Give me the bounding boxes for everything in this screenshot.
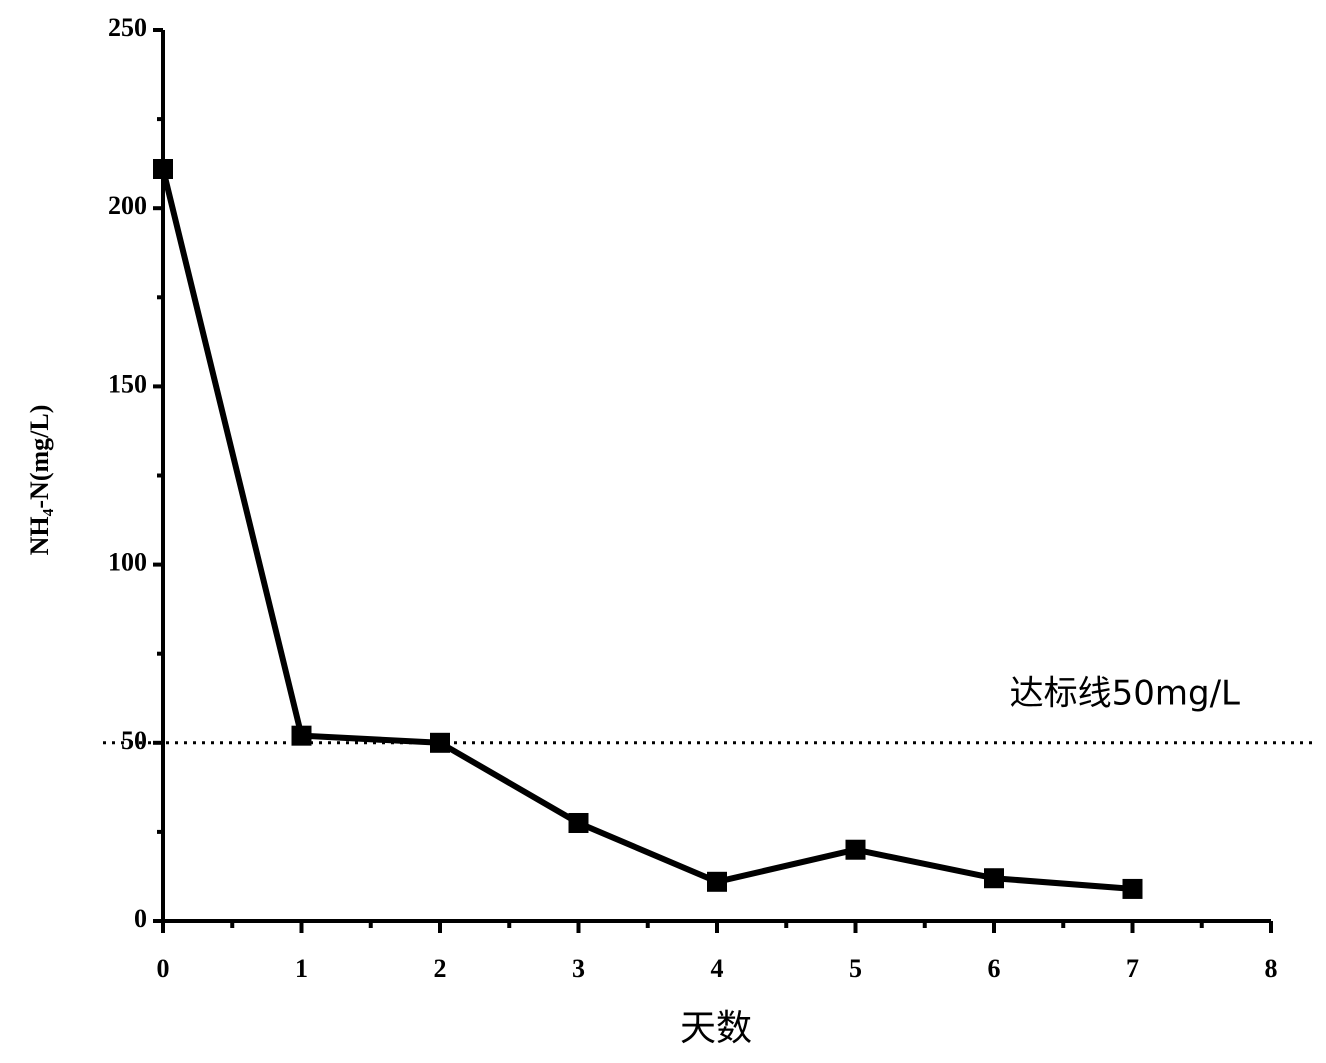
y-axis-label: NH₄-N(mg/L) (25, 405, 54, 556)
y-tick-label: 150 (108, 369, 147, 398)
y-tick-label: 250 (108, 13, 147, 42)
y-tick-label: 0 (134, 904, 147, 933)
marker (568, 812, 589, 833)
x-tick-label: 4 (711, 954, 724, 983)
x-tick-label: 3 (572, 954, 585, 983)
reference-label: 达标线50mg/L (1010, 673, 1240, 713)
series-line (160, 168, 1133, 892)
marker (291, 725, 312, 746)
marker (845, 839, 866, 860)
y-tick-label: 100 (108, 548, 147, 577)
x-axis-label: 天数 (680, 1008, 752, 1049)
marker (430, 732, 450, 753)
x-tick-label: 0 (157, 954, 170, 983)
x-tick-label: 8 (1265, 954, 1278, 983)
marker (984, 868, 1004, 889)
x-tick-label: 7 (1126, 954, 1139, 983)
marker (1122, 878, 1143, 899)
x-tick-label: 6 (988, 954, 1001, 983)
x-tick-label: 5 (849, 954, 862, 983)
x-tick-label: 2 (434, 954, 447, 983)
x-tick-label: 1 (295, 954, 308, 983)
y-tick-label: 200 (108, 191, 147, 220)
y-tick-label: 50 (121, 726, 147, 755)
marker (153, 158, 173, 179)
marker (707, 871, 727, 892)
